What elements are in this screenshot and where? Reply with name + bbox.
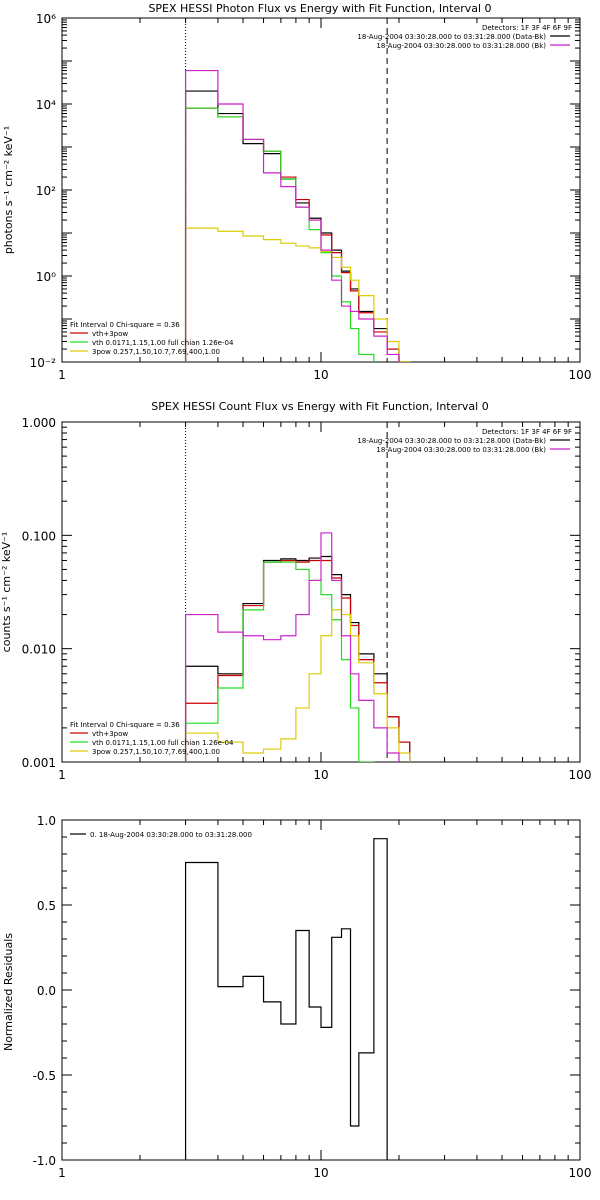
legend-entry: 18-Aug-2004 03:30:28.000 to 03:31:28.000… <box>357 33 546 41</box>
count-flux-panel: SPEX HESSI Count Flux vs Energy with Fit… <box>0 400 591 782</box>
y-tick-label: -1.0 <box>33 1154 56 1168</box>
series-data-bk <box>184 555 411 762</box>
photon-flux-title: SPEX HESSI Photon Flux vs Energy with Fi… <box>148 2 491 15</box>
y-tick-label: 10² <box>36 184 56 198</box>
photon-flux-plot-area <box>61 17 581 363</box>
y-tick-label: 1.000 <box>22 416 56 430</box>
y-tick-label: 10⁶ <box>36 12 56 26</box>
y-tick-label: 10⁴ <box>36 98 56 112</box>
residuals-yticklabels: -1.0 -0.5 0.0 0.5 1.0 <box>33 814 56 1168</box>
residuals-panel: Normalized Residuals 1 10 100 -1.0 -0.5 0.0 0… <box>2 814 591 1180</box>
x-tick-label: 1 <box>58 768 66 782</box>
legend-entry: 3pow 0.257,1.50,10.7,7.69,400,1.00 <box>92 748 220 756</box>
legend-entry: 18-Aug-2004 03:30:28.000 to 03:31:28.000… <box>357 437 546 445</box>
x-tick-label: 100 <box>569 768 592 782</box>
count-flux-ylabel: counts s⁻¹ cm⁻² keV⁻¹ <box>0 532 13 653</box>
legend-entry: vth 0.0171,1.15,1.00 full chian 1.26e-04 <box>92 339 234 347</box>
series-bk <box>184 69 400 362</box>
y-tick-label: 10⁻² <box>30 356 57 370</box>
count-flux-plot-area <box>61 421 581 763</box>
legend-entry: 18-Aug-2004 03:30:28.000 to 03:31:28.000… <box>376 42 546 50</box>
x-tick-label: 10 <box>313 768 328 782</box>
residuals-legend-topleft: 0. 18-Aug-2004 03:30:28.000 to 03:31:28.… <box>70 831 252 839</box>
series-3pow <box>184 609 411 762</box>
series-data-bk <box>184 90 411 362</box>
series-residuals <box>184 838 388 1160</box>
photon-flux-legend-bottomleft: Fit Interval 0 Chi-square = 0.36vth+3pow… <box>70 321 234 356</box>
photon-flux-ylabel: photons s⁻¹ cm⁻² keV⁻¹ <box>2 126 15 254</box>
legend-entry: Fit Interval 0 Chi-square = 0.36 <box>70 721 180 729</box>
residuals-plot-area <box>61 819 581 1161</box>
y-tick-label: 0.5 <box>37 899 56 913</box>
x-tick-label: 100 <box>569 1166 592 1180</box>
residuals-ylabel: Normalized Residuals <box>2 933 15 1051</box>
x-tick-label: 100 <box>569 368 592 382</box>
count-flux-yticklabels: 0.001 0.010 0.100 1.000 <box>22 416 56 770</box>
legend-entry: Detectors: 1F 3F 4F 6F 9F <box>482 428 572 436</box>
legend-entry: 3pow 0.257,1.50,10.7,7.69,400,1.00 <box>92 348 220 356</box>
count-flux-legend-bottomleft: Fit Interval 0 Chi-square = 0.36vth+3pow… <box>70 721 234 756</box>
residuals-xticklabels: 1 10 100 <box>58 1166 591 1180</box>
legend-entry: Detectors: 1F 3F 4F 6F 9F <box>482 24 572 32</box>
y-tick-label: 0.0 <box>37 984 56 998</box>
x-tick-label: 1 <box>58 1166 66 1180</box>
x-tick-label: 1 <box>58 368 66 382</box>
y-tick-label: 1.0 <box>37 814 56 828</box>
y-tick-label: -0.5 <box>33 1069 56 1083</box>
x-tick-label: 10 <box>313 1166 328 1180</box>
legend-entry: vth+3pow <box>92 730 128 738</box>
series-bk <box>184 532 400 762</box>
photon-flux-xticklabels: 1 10 100 <box>58 368 591 382</box>
legend-entry: 0. 18-Aug-2004 03:30:28.000 to 03:31:28.… <box>90 831 252 839</box>
y-tick-label: 0.001 <box>22 756 56 770</box>
y-tick-label: 0.100 <box>22 529 56 543</box>
legend-entry: Fit Interval 0 Chi-square = 0.36 <box>70 321 180 329</box>
series-vth <box>184 561 375 762</box>
legend-entry: 18-Aug-2004 03:30:28.000 to 03:31:28.000… <box>376 446 546 454</box>
legend-entry: vth 0.0171,1.15,1.00 full chian 1.26e-04 <box>92 739 234 747</box>
series-3pow <box>184 227 411 362</box>
photon-flux-panel: SPEX HESSI Photon Flux vs Energy with Fi… <box>2 2 591 382</box>
count-flux-title: SPEX HESSI Count Flux vs Energy with Fit… <box>151 400 488 413</box>
y-tick-label: 0.010 <box>22 643 56 657</box>
count-flux-xticklabels: 1 10 100 <box>58 768 591 782</box>
y-tick-label: 10⁰ <box>36 270 56 284</box>
x-tick-label: 10 <box>313 368 328 382</box>
legend-entry: vth+3pow <box>92 330 128 338</box>
photon-flux-yticklabels: 10⁻² 10⁰ 10² 10⁴ 10⁶ <box>30 12 57 370</box>
